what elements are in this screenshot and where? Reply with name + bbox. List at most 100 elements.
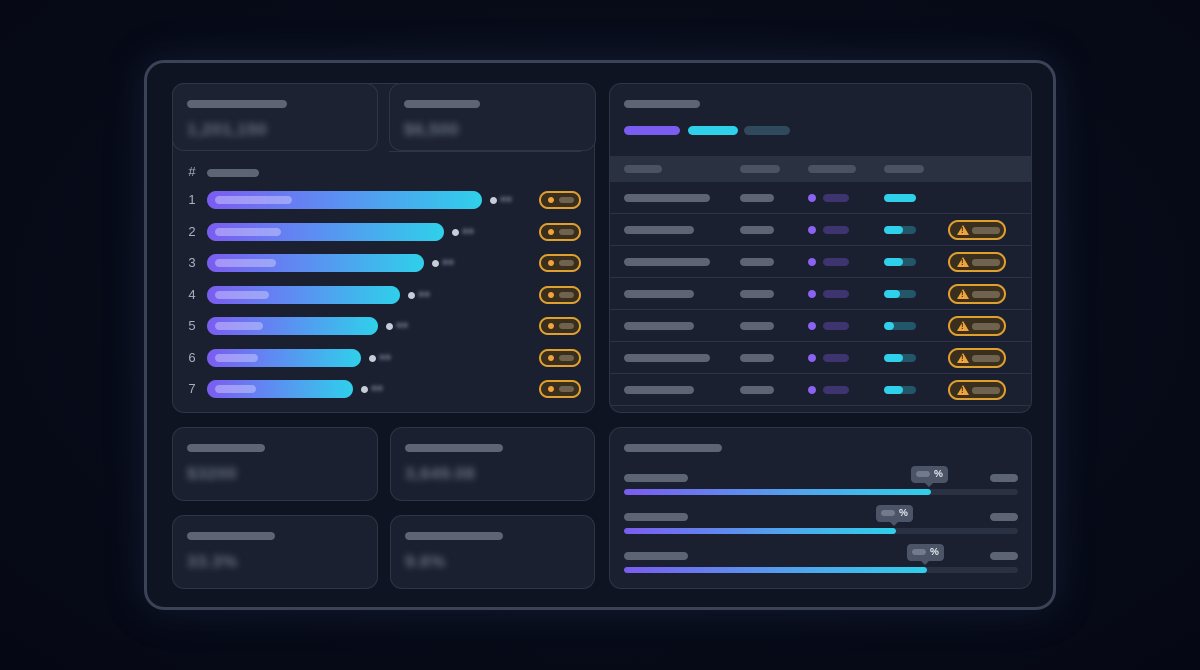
warning-label-placeholder — [972, 323, 1000, 330]
kpi-card-3[interactable]: $3200 — [172, 427, 378, 501]
status-dot-icon — [548, 291, 554, 298]
rank-header-placeholder — [207, 169, 259, 177]
rank-bar — [207, 222, 444, 241]
status-label-placeholder — [823, 194, 849, 202]
row-progress-fill — [884, 194, 916, 202]
rank-bar-label-placeholder — [215, 259, 276, 267]
status-dot-icon — [808, 290, 816, 298]
kpi-card-5[interactable]: 33.3% — [172, 515, 378, 589]
rank-value-placeholder: ●● — [442, 257, 455, 268]
warning-label-placeholder — [972, 259, 1000, 266]
header-col-2 — [740, 165, 780, 173]
status-dot-icon — [548, 228, 554, 235]
kpi-label-placeholder — [405, 532, 503, 540]
warning-badge[interactable] — [948, 380, 1006, 400]
warning-badge[interactable] — [948, 348, 1006, 368]
rank-bar-label-placeholder — [215, 385, 256, 393]
kpi-card-1[interactable]: 1,201,150 — [172, 83, 378, 151]
cell-name-placeholder — [624, 354, 710, 362]
status-pill[interactable] — [539, 348, 581, 367]
kpi-value: 3,649.08 — [405, 464, 476, 483]
rank-value-placeholder: ●● — [418, 288, 431, 300]
status-dot-icon — [808, 194, 816, 202]
cell-value-placeholder — [740, 354, 774, 362]
warning-badge[interactable] — [948, 284, 1006, 304]
percent-value-placeholder — [916, 471, 930, 478]
status-label-placeholder — [559, 323, 574, 329]
rank-value-placeholder: ●● — [379, 351, 392, 363]
rank-header-symbol: # — [188, 164, 196, 179]
progress-target-placeholder — [990, 552, 1018, 560]
percent-symbol: % — [899, 508, 908, 519]
rank-bar — [207, 254, 424, 272]
value-dot-icon — [369, 354, 376, 362]
warning-badge[interactable] — [948, 252, 1006, 272]
row-progress — [884, 386, 916, 394]
warning-triangle-icon — [957, 353, 969, 363]
status-label-placeholder — [559, 228, 574, 235]
rank-bar — [207, 380, 353, 398]
row-progress — [884, 322, 916, 330]
kpi-card-6[interactable]: 9.6% — [390, 515, 595, 589]
rank-value-placeholder: ●● — [462, 225, 475, 237]
status-label-placeholder — [559, 197, 574, 203]
warning-label-placeholder — [972, 355, 1000, 362]
percent-tooltip: % — [907, 544, 944, 565]
progress-track — [624, 567, 1018, 573]
percent-symbol: % — [930, 547, 939, 558]
warning-badge[interactable] — [948, 220, 1006, 240]
legend-cyan — [688, 126, 738, 135]
cell-value-placeholder — [740, 386, 774, 394]
kpi-label-placeholder — [404, 100, 480, 108]
progress-track — [624, 528, 1018, 534]
rank-value-placeholder: ●● — [396, 320, 409, 331]
kpi-value: 9.6% — [405, 552, 446, 571]
status-pill[interactable] — [539, 285, 581, 304]
status-pill[interactable] — [539, 222, 581, 241]
warning-triangle-icon — [957, 257, 969, 267]
legend-purple — [624, 126, 680, 135]
ranking-panel: 1,201,150 $6,500 # 1 ●● 2 — [172, 83, 596, 413]
rank-bar-label-placeholder — [215, 353, 258, 362]
row-divider — [610, 245, 1031, 246]
kpi-card-2[interactable]: $6,500 — [389, 83, 596, 151]
row-progress — [884, 354, 916, 362]
row-progress-fill — [884, 290, 900, 298]
status-label-placeholder — [823, 322, 849, 330]
rank-bar — [207, 317, 378, 335]
cell-value-placeholder — [740, 194, 774, 202]
warning-badge[interactable] — [948, 316, 1006, 336]
status-pill[interactable] — [539, 191, 581, 209]
status-dot-icon — [808, 226, 816, 234]
progress-label-placeholder — [624, 552, 688, 560]
divider — [389, 151, 581, 152]
header-col-4 — [884, 165, 924, 173]
status-dot-icon — [548, 260, 554, 266]
kpi-value: 1,201,150 — [187, 120, 268, 139]
rank-number: 1 — [188, 192, 196, 207]
row-progress-fill — [884, 322, 894, 330]
status-pill[interactable] — [539, 380, 581, 398]
kpi-label-placeholder — [187, 100, 287, 108]
value-dot-icon — [490, 197, 497, 204]
row-divider — [610, 405, 1031, 406]
warning-triangle-icon — [957, 321, 969, 331]
status-pill[interactable] — [539, 317, 581, 335]
cell-name-placeholder — [624, 386, 694, 394]
kpi-label-placeholder — [187, 532, 275, 540]
cell-value-placeholder — [740, 258, 774, 266]
progress-target-placeholder — [990, 474, 1018, 482]
cell-value-placeholder — [740, 290, 774, 298]
kpi-value: $6,500 — [404, 120, 459, 139]
value-dot-icon — [408, 291, 415, 299]
rank-bar — [207, 348, 361, 367]
status-pill[interactable] — [539, 254, 581, 272]
kpi-value: 33.3% — [187, 552, 238, 571]
status-label-placeholder — [823, 258, 849, 266]
status-label-placeholder — [559, 354, 574, 361]
kpi-card-4[interactable]: 3,649.08 — [390, 427, 595, 501]
rank-number: 6 — [188, 349, 196, 365]
status-dot-icon — [548, 197, 554, 203]
dashboard-frame: 1,201,150 $6,500 # 1 ●● 2 — [144, 60, 1056, 610]
warning-label-placeholder — [972, 387, 1000, 394]
